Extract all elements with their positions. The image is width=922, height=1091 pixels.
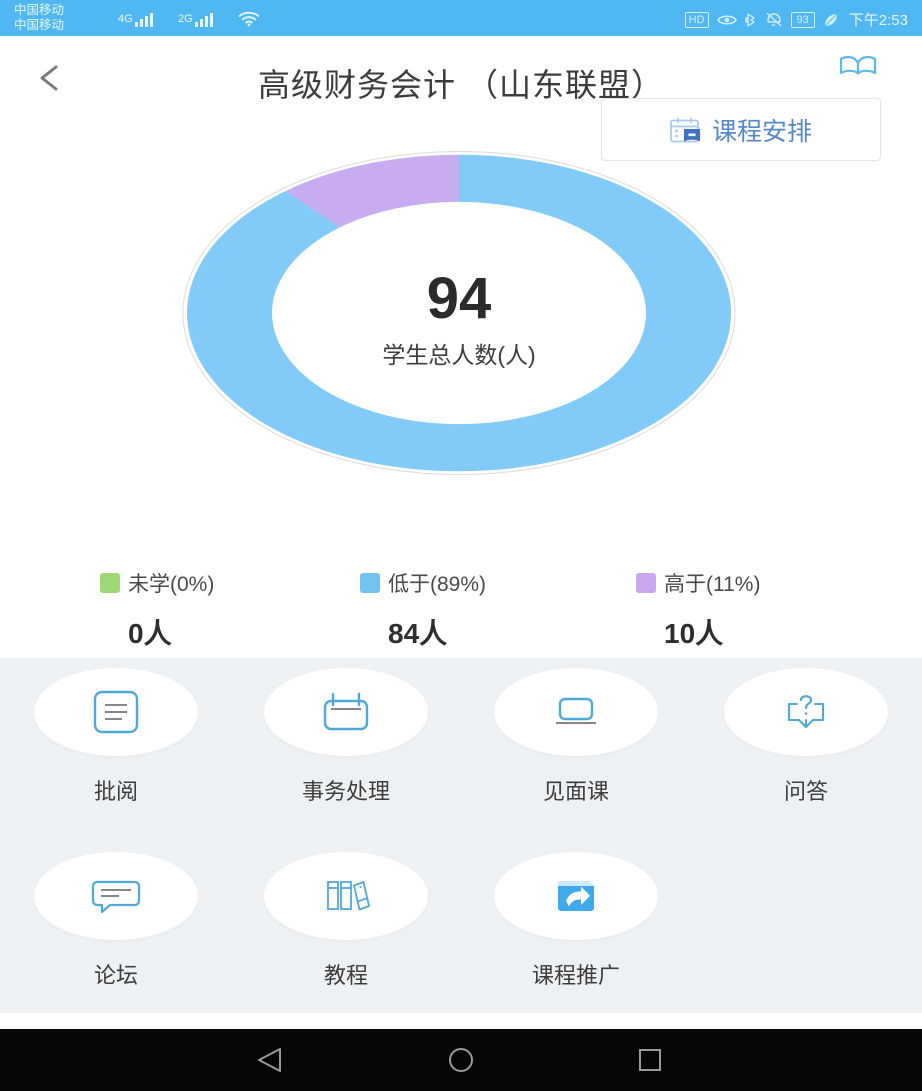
svg-text:94: 94 xyxy=(427,266,492,331)
svg-text:学生总人数(人): 学生总人数(人) xyxy=(382,342,535,368)
